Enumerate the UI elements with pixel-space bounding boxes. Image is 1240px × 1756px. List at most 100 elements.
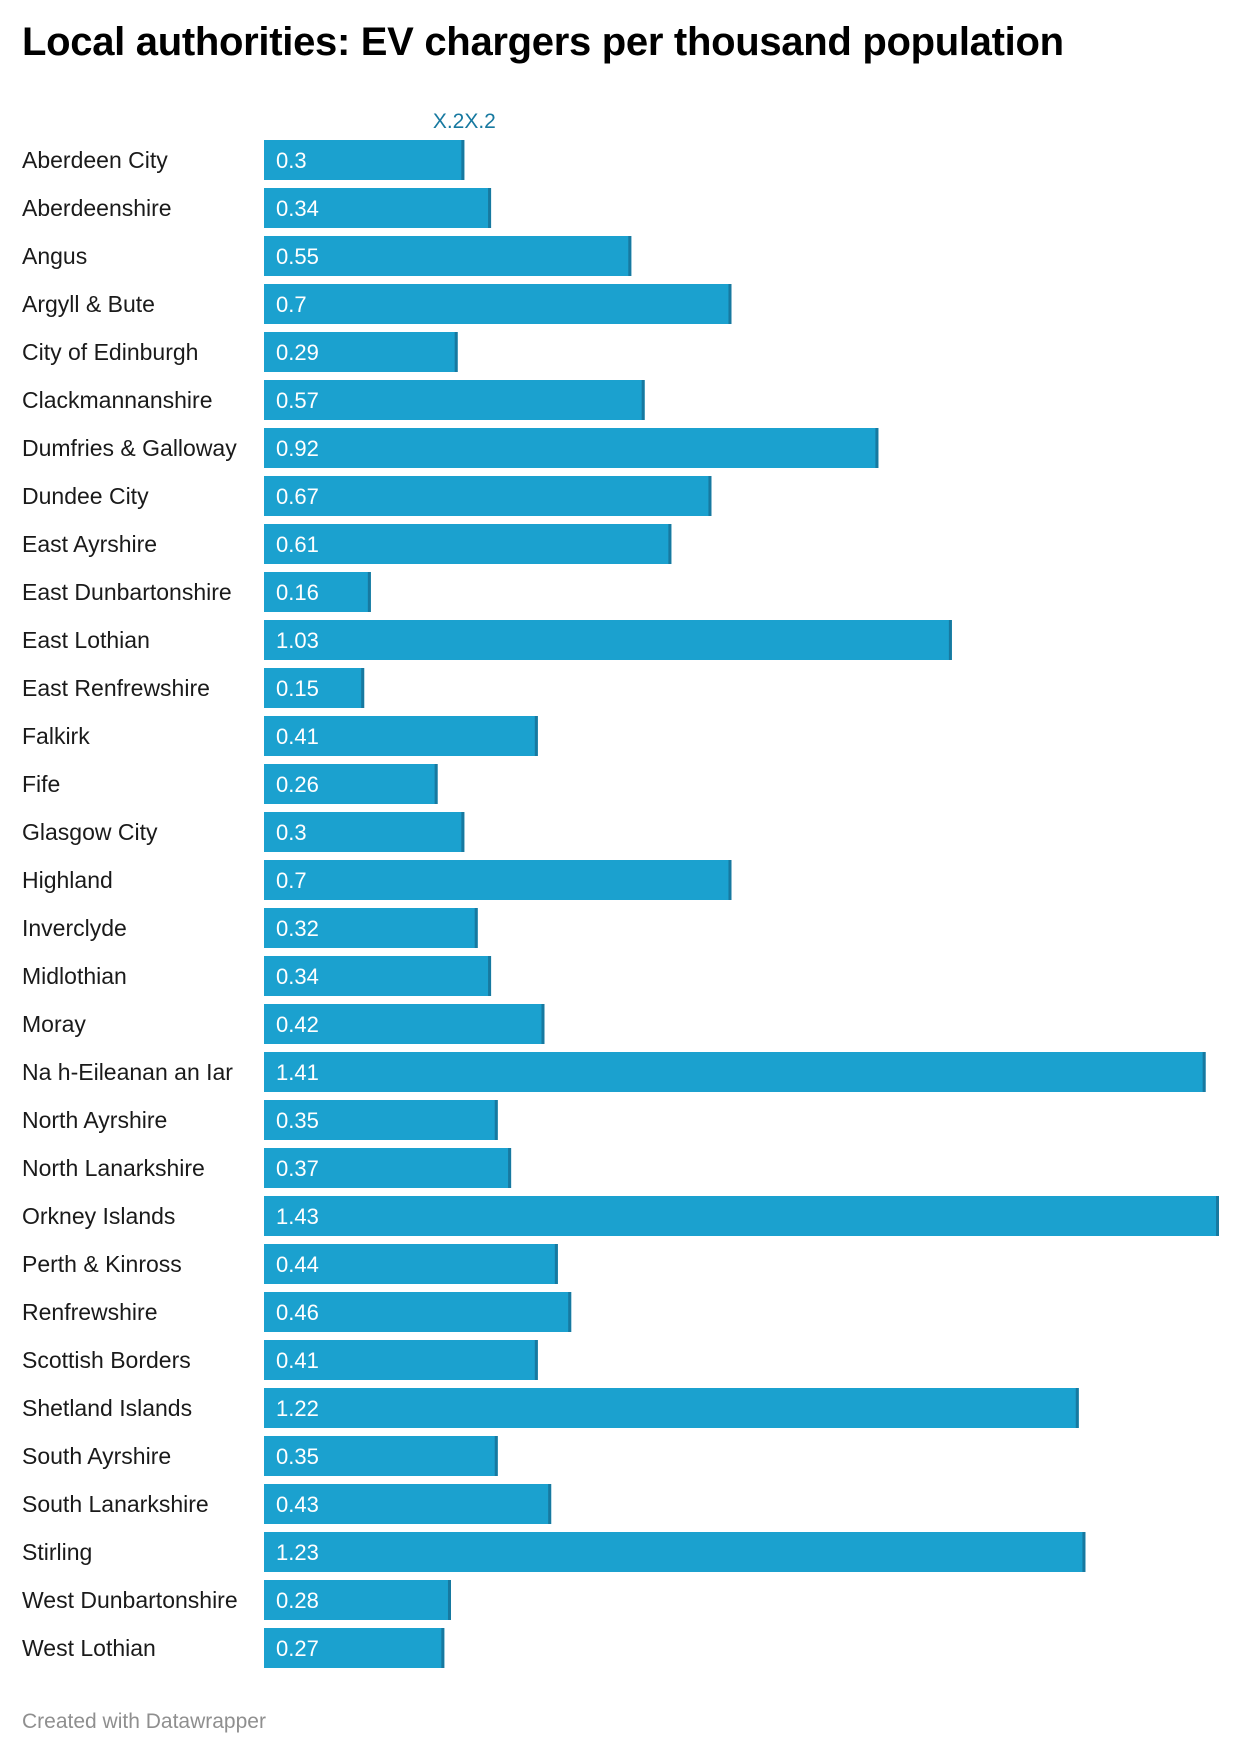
value-label: 0.27: [276, 1636, 319, 1661]
category-label: West Dunbartonshire: [22, 1587, 238, 1613]
bar-end-marker: [708, 476, 712, 516]
category-label: Glasgow City: [22, 819, 158, 845]
bar: [264, 236, 632, 276]
category-label: Shetland Islands: [22, 1395, 192, 1421]
category-label: Moray: [22, 1011, 86, 1037]
category-label: Na h-Eileanan an Iar: [22, 1059, 233, 1085]
value-label: 0.35: [276, 1444, 319, 1469]
bar-end-marker: [488, 188, 492, 228]
value-label: 0.35: [276, 1108, 319, 1133]
value-label: 0.26: [276, 772, 319, 797]
value-label: 1.03: [276, 628, 319, 653]
bar-end-marker: [494, 1436, 498, 1476]
bar: [264, 1196, 1219, 1236]
category-label: Clackmannanshire: [22, 387, 212, 413]
bar: [264, 1004, 545, 1044]
value-label: 0.44: [276, 1252, 319, 1277]
value-label: 1.23: [276, 1540, 319, 1565]
value-label: 0.3: [276, 820, 307, 845]
category-label: East Dunbartonshire: [22, 579, 232, 605]
bar: [264, 428, 879, 468]
bar: [264, 812, 465, 852]
bar-end-marker: [1216, 1196, 1219, 1236]
bar-end-marker: [534, 1340, 538, 1380]
value-label: 0.92: [276, 436, 319, 461]
bar: [264, 1484, 552, 1524]
value-label: 0.34: [276, 196, 319, 221]
category-label: City of Edinburgh: [22, 339, 198, 365]
bar-end-marker: [488, 956, 492, 996]
value-label: 0.41: [276, 1348, 319, 1373]
value-label: 0.16: [276, 580, 319, 605]
value-label: 0.55: [276, 244, 319, 269]
bar: [264, 1292, 572, 1332]
category-label: Argyll & Bute: [22, 291, 155, 317]
category-label: Stirling: [22, 1539, 92, 1565]
bar: [264, 1148, 512, 1188]
bar: [264, 668, 365, 708]
value-label: 0.37: [276, 1156, 319, 1181]
bar: [264, 1052, 1206, 1092]
category-label: Perth & Kinross: [22, 1251, 182, 1277]
bar-end-marker: [508, 1148, 512, 1188]
value-label: 1.41: [276, 1060, 319, 1085]
bar: [264, 188, 492, 228]
bar: [264, 1340, 538, 1380]
bar-end-marker: [668, 524, 672, 564]
value-label: 0.28: [276, 1588, 319, 1613]
bar-end-marker: [367, 572, 371, 612]
bar: [264, 524, 672, 564]
value-label: 0.43: [276, 1492, 319, 1517]
bar: [264, 1244, 558, 1284]
bar-end-marker: [361, 668, 365, 708]
bar: [264, 1628, 445, 1668]
category-label: Orkney Islands: [22, 1203, 175, 1229]
bar-end-marker: [948, 620, 952, 660]
category-label: Falkirk: [22, 723, 90, 749]
bar: [264, 908, 478, 948]
bar: [264, 284, 732, 324]
bar: [264, 476, 712, 516]
bar: [264, 140, 465, 180]
bar-end-marker: [641, 380, 645, 420]
value-label: 0.61: [276, 532, 319, 557]
value-label: 0.46: [276, 1300, 319, 1325]
bar: [264, 380, 645, 420]
category-label: North Ayrshire: [22, 1107, 167, 1133]
bar: [264, 716, 538, 756]
bar-end-marker: [447, 1580, 451, 1620]
bar: [264, 1580, 451, 1620]
category-label: Scottish Borders: [22, 1347, 191, 1373]
bar-end-marker: [554, 1244, 558, 1284]
category-label: South Lanarkshire: [22, 1491, 209, 1517]
category-label: Aberdeenshire: [22, 195, 172, 221]
bar-end-marker: [541, 1004, 545, 1044]
bar-end-marker: [534, 716, 538, 756]
value-label: 0.29: [276, 340, 319, 365]
bar-end-marker: [494, 1100, 498, 1140]
bar-end-marker: [568, 1292, 572, 1332]
bar-end-marker: [461, 812, 465, 852]
category-label: Fife: [22, 771, 60, 797]
value-label: 1.43: [276, 1204, 319, 1229]
category-label: Dumfries & Galloway: [22, 435, 237, 461]
bar-end-marker: [441, 1628, 445, 1668]
category-label: Midlothian: [22, 963, 127, 989]
category-label: North Lanarkshire: [22, 1155, 205, 1181]
bar-end-marker: [434, 764, 438, 804]
chart-title: Local authorities: EV chargers per thous…: [22, 20, 1064, 64]
value-label: 0.32: [276, 916, 319, 941]
bar-end-marker: [454, 332, 458, 372]
bar-end-marker: [728, 860, 732, 900]
bar-end-marker: [1202, 1052, 1206, 1092]
bar-end-marker: [461, 140, 465, 180]
bar: [264, 1100, 498, 1140]
value-label: 0.57: [276, 388, 319, 413]
value-label: 0.42: [276, 1012, 319, 1037]
category-label: South Ayrshire: [22, 1443, 171, 1469]
bar: [264, 572, 371, 612]
value-label: 0.41: [276, 724, 319, 749]
bar: [264, 764, 438, 804]
bar: [264, 1532, 1086, 1572]
bar-end-marker: [474, 908, 478, 948]
